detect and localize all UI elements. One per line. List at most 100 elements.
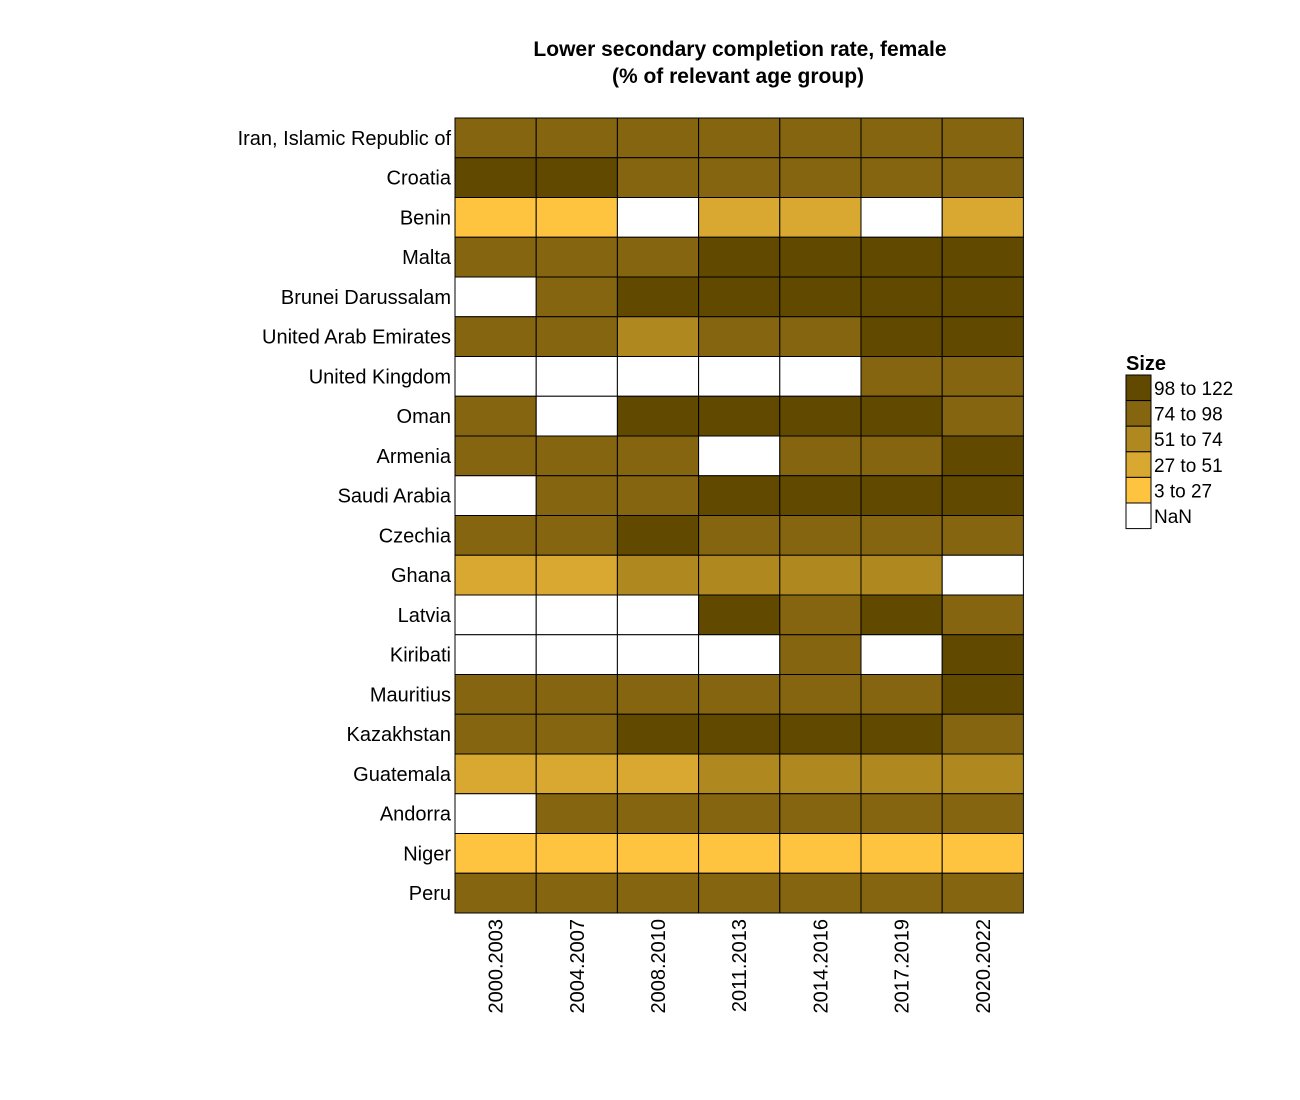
- heatmap-cell: [698, 117, 781, 159]
- heatmap-cell: [941, 475, 1024, 516]
- heatmap-cell: [860, 713, 943, 755]
- heatmap-cell: [454, 395, 537, 437]
- heatmap-cell: [941, 753, 1024, 795]
- y-tick-label: Czechia: [379, 525, 452, 547]
- heatmap-cell: [698, 554, 781, 596]
- heatmap-cell: [616, 236, 700, 278]
- heatmap-cell: [535, 435, 618, 477]
- heatmap-cell: [860, 157, 943, 198]
- heatmap-cell: [454, 753, 537, 795]
- heatmap-cell: [698, 236, 781, 278]
- y-tick-label: Kazakhstan: [346, 724, 451, 746]
- heatmap-cell: [454, 793, 537, 834]
- heatmap-cell: [616, 475, 700, 516]
- y-tick-label: Croatia: [387, 168, 452, 190]
- heatmap-cell: [779, 872, 862, 914]
- heatmap-cell: [698, 872, 781, 914]
- y-tick-label: Guatemala: [353, 764, 452, 786]
- legend: Size 98 to 122 74 to 98 51 to 74 27 to 51 3 …: [1125, 353, 1233, 530]
- y-tick-label: Latvia: [398, 605, 452, 627]
- heatmap-cell: [779, 554, 862, 596]
- heatmap-cell: [454, 356, 537, 397]
- heatmap-cell: [941, 833, 1024, 874]
- heatmap-cell: [779, 435, 862, 477]
- heatmap-cell: [698, 634, 781, 675]
- heatmap-cell: [698, 475, 781, 516]
- heatmap-cell: [616, 594, 700, 636]
- heatmap-cell: [860, 594, 943, 636]
- y-tick-label: Benin: [400, 207, 451, 229]
- legend-swatch: [1125, 451, 1152, 478]
- heatmap-cell: [698, 197, 781, 238]
- heatmap-cell: [779, 197, 862, 238]
- heatmap-cell: [860, 515, 943, 556]
- heatmap-cell: [535, 117, 618, 159]
- heatmap-cell: [698, 833, 781, 874]
- heatmap-cell: [535, 634, 618, 675]
- heatmap-cell: [779, 674, 862, 715]
- heatmap-cell: [779, 753, 862, 795]
- heatmap-cell: [535, 515, 618, 556]
- heatmap-cell: [941, 872, 1024, 914]
- heatmap-cell: [454, 833, 537, 874]
- heatmap-cell: [860, 276, 943, 318]
- heatmap-cell: [941, 634, 1024, 675]
- heatmap-cell: [616, 674, 700, 715]
- heatmap-cell: [860, 117, 943, 159]
- legend-swatch: [1125, 502, 1152, 530]
- heatmap-cell: [454, 713, 537, 755]
- heatmap-cell: [698, 356, 781, 397]
- heatmap-cell: [454, 435, 537, 477]
- heatmap-cell: [535, 554, 618, 596]
- heatmap-cell: [535, 395, 618, 437]
- x-tick-label: 2014.2016: [810, 919, 832, 1014]
- heatmap-cell: [941, 157, 1024, 198]
- heatmap-cell: [941, 793, 1024, 834]
- heatmap-cell: [454, 515, 537, 556]
- heatmap-cell: [454, 475, 537, 516]
- heatmap-cell: [454, 117, 537, 159]
- x-tick-label: 2000.2003: [486, 919, 508, 1014]
- heatmap-cell: [535, 753, 618, 795]
- y-tick-label: Peru: [409, 883, 451, 905]
- heatmap-cell: [454, 236, 537, 278]
- y-tick-label: Brunei Darussalam: [281, 287, 451, 309]
- heatmap-cell: [779, 276, 862, 318]
- y-tick-label: Ghana: [391, 565, 452, 587]
- heatmap-cell: [616, 197, 700, 238]
- heatmap-cell: [860, 395, 943, 437]
- heatmap-cell: [779, 316, 862, 357]
- heatmap-cell: [779, 713, 862, 755]
- heatmap-cell: [941, 554, 1024, 596]
- heatmap-cell: [535, 316, 618, 357]
- heatmap-cell: [779, 475, 862, 516]
- heatmap-cell: [779, 833, 862, 874]
- heatmap-cell: [698, 753, 781, 795]
- heatmap-cell: [616, 157, 700, 198]
- y-tick-label: Malta: [402, 247, 452, 269]
- heatmap-cell: [860, 475, 943, 516]
- heatmap-cell: [941, 435, 1024, 477]
- y-tick-label: Iran, Islamic Republic of: [238, 128, 452, 150]
- heatmap-cell: [454, 276, 537, 318]
- heatmap-cell: [779, 117, 862, 159]
- heatmap-cell: [698, 713, 781, 755]
- heatmap-cell: [698, 395, 781, 437]
- heatmap-cell: [779, 356, 862, 397]
- heatmap-cell: [779, 395, 862, 437]
- heatmap-cell: [616, 753, 700, 795]
- heatmap-cell: [779, 515, 862, 556]
- heatmap-cell: [860, 674, 943, 715]
- heatmap-cell: [616, 316, 700, 357]
- y-tick-label: Armenia: [377, 446, 452, 468]
- heatmap-cell: [860, 753, 943, 795]
- heatmap-cell: [616, 793, 700, 834]
- legend-swatch: [1125, 400, 1152, 427]
- y-tick-label: Niger: [403, 843, 451, 865]
- heatmap-cell: [779, 594, 862, 636]
- y-tick-label: Mauritius: [370, 684, 451, 706]
- heatmap-cell: [616, 117, 700, 159]
- y-tick-label: Saudi Arabia: [338, 486, 452, 508]
- heatmap-cell: [779, 236, 862, 278]
